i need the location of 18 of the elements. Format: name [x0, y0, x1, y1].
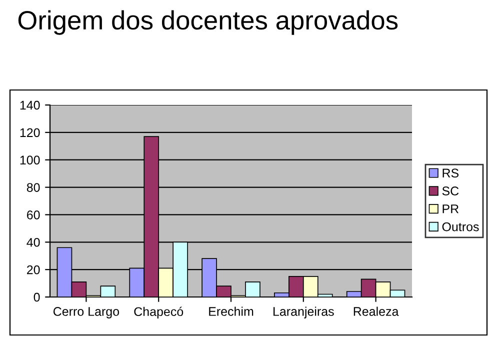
y-tick-label: 60 [27, 210, 40, 220]
y-tick-label: 120 [20, 128, 40, 138]
x-tick-label: Realeza [354, 306, 399, 316]
x-tick-label: Laranjeiras [274, 306, 334, 318]
legend-label: RS [442, 168, 459, 178]
x-tick-label: Erechim [209, 306, 254, 316]
y-tick-label: 80 [26, 183, 40, 192]
legend-label: PR [442, 204, 459, 214]
y-tick-label: 140 [20, 100, 40, 110]
legend-label: Outros [442, 222, 479, 232]
x-tick-label: Cerro Largo [53, 307, 120, 318]
y-tick-label: 0 [34, 292, 40, 302]
y-tick-label: 20 [27, 265, 40, 274]
legend-label: SC [442, 186, 459, 196]
y-tick-label: 100 [20, 156, 40, 165]
y-tick-label: 40 [26, 238, 40, 247]
x-tick-label: Chapecó [134, 306, 184, 319]
chart-title: Origem dos docentes aprovados [18, 10, 398, 35]
